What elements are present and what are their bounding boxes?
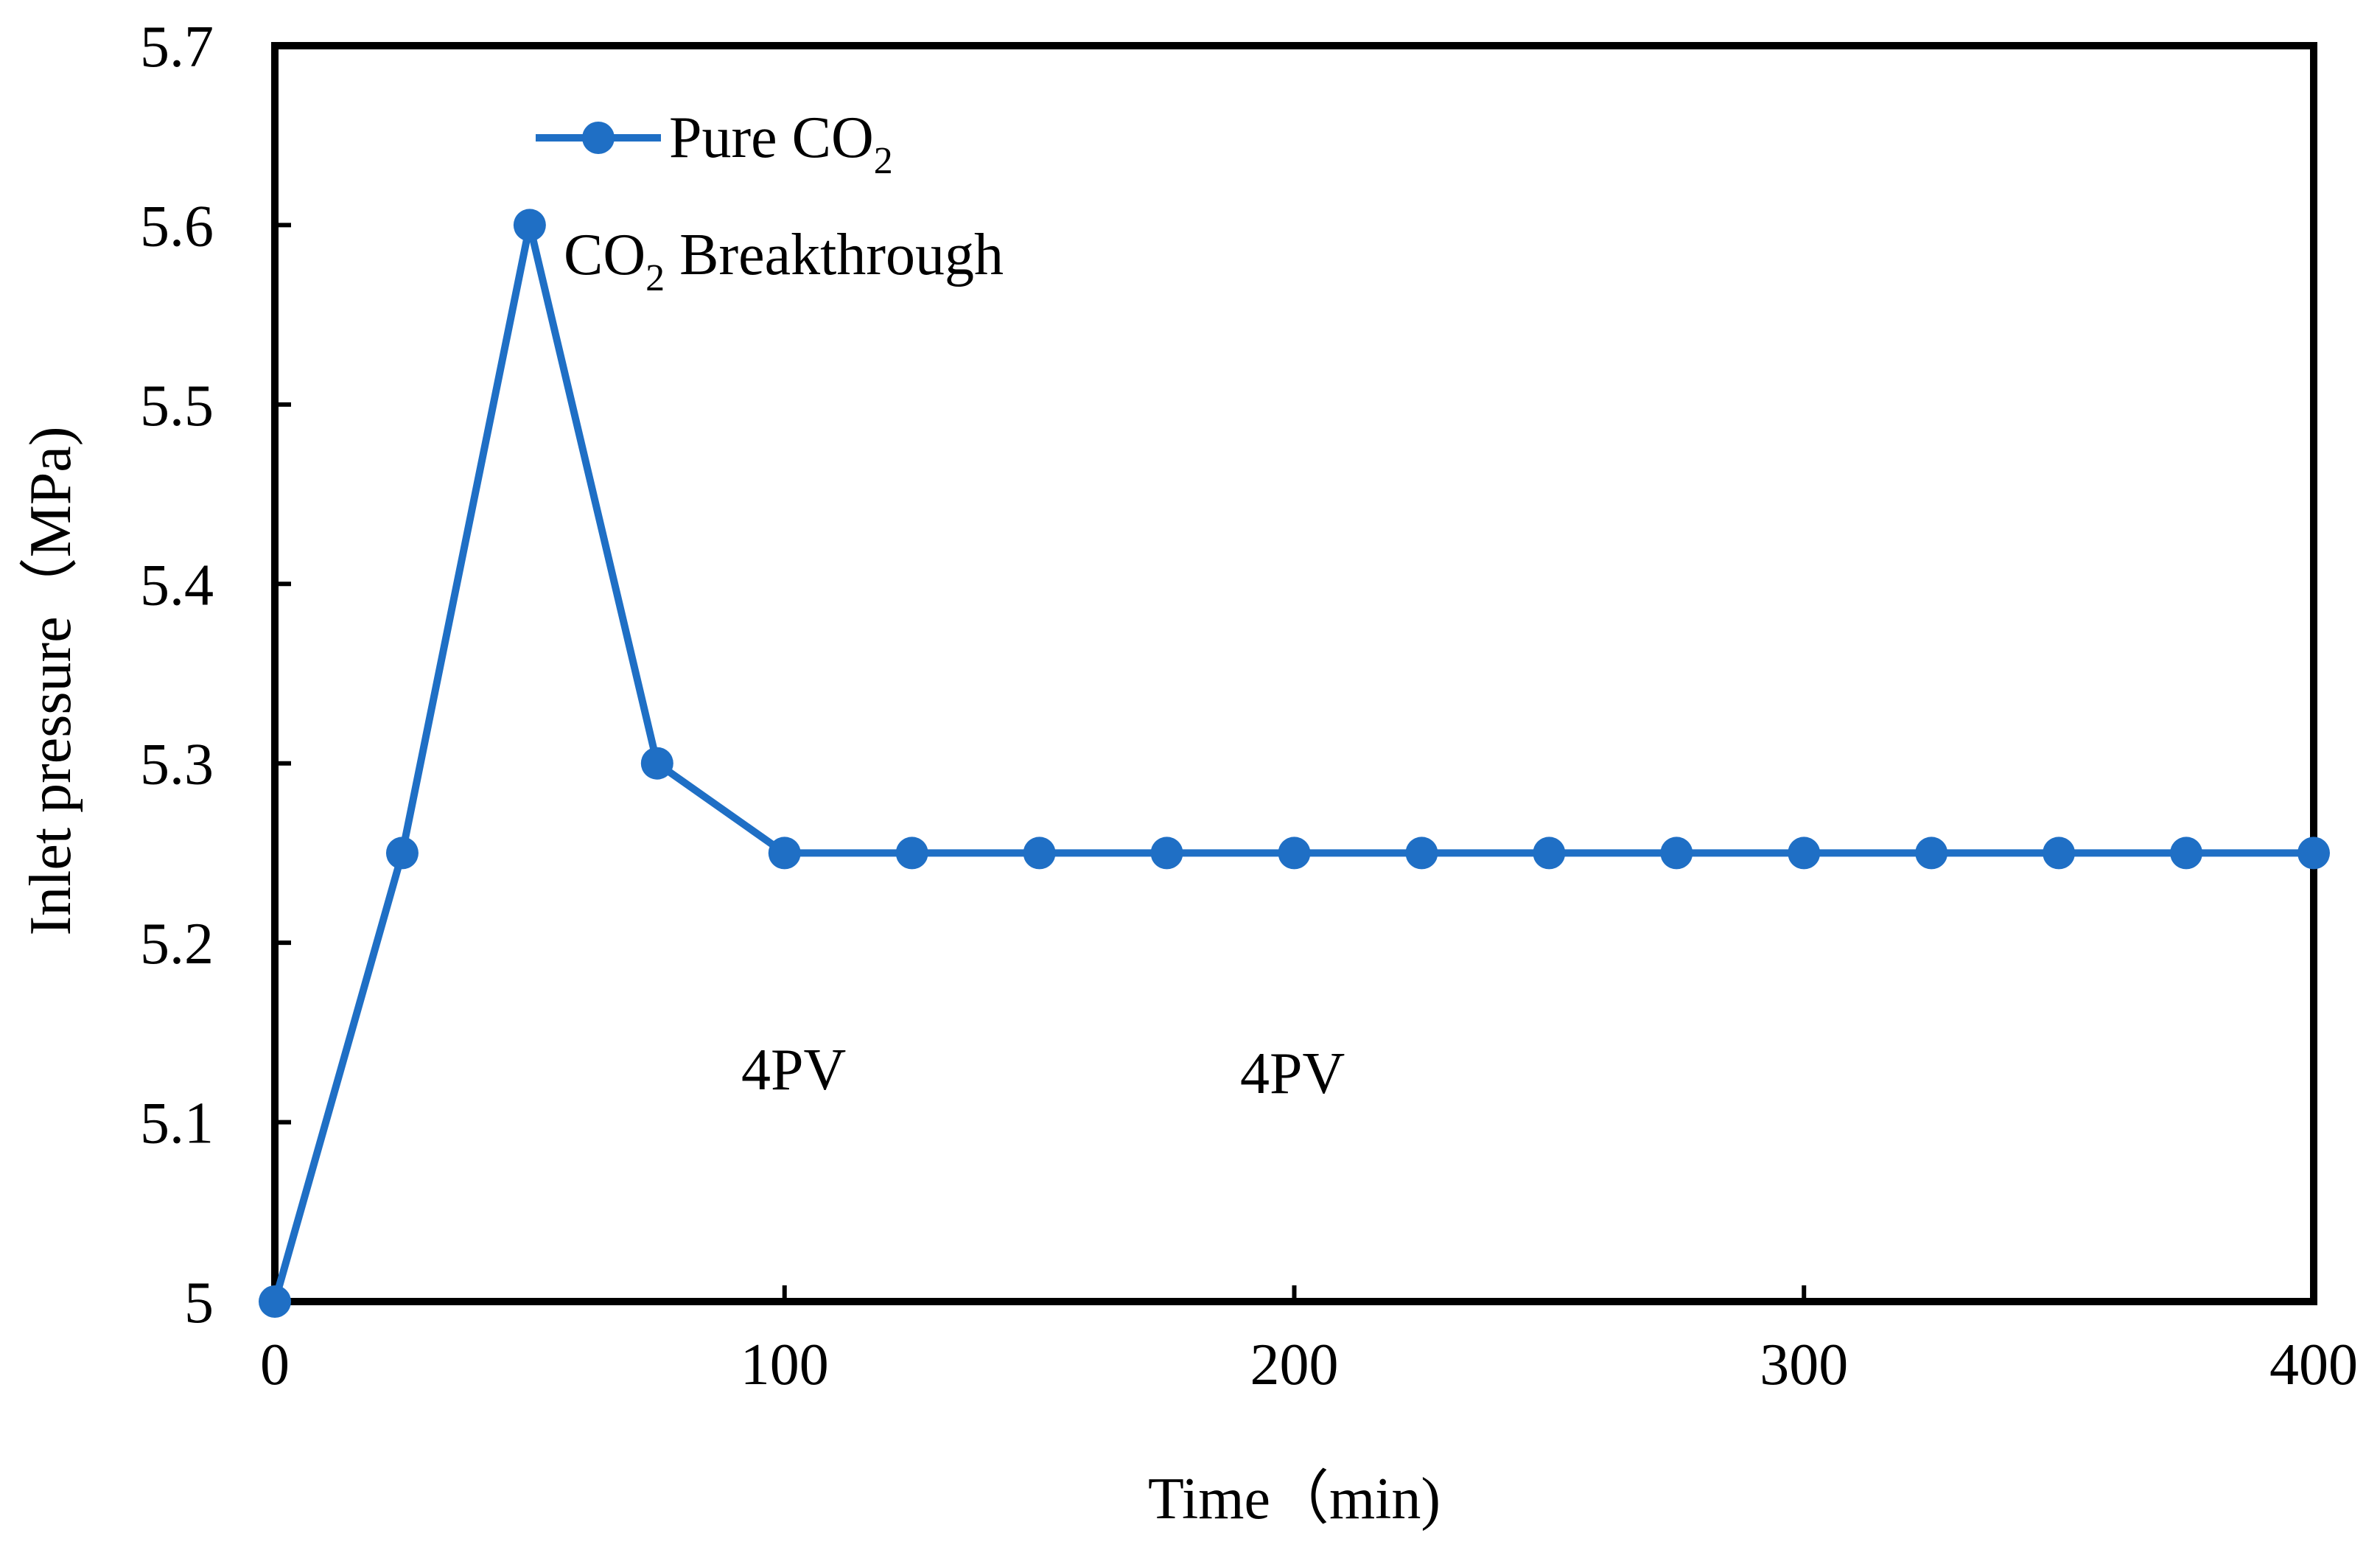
data-point: [1405, 837, 1438, 870]
legend-point-marker: [582, 122, 615, 154]
annotation-co2-breakthrough: CO2 Breakthrough: [564, 223, 1004, 299]
y-tick-label: 5.7: [140, 15, 214, 80]
legend-label-subscript: 2: [874, 140, 893, 182]
data-point: [1533, 837, 1566, 870]
x-tick-label: 100: [741, 1333, 829, 1397]
data-point: [2043, 837, 2076, 870]
y-axis-label: Inlet pressure（MPa): [18, 427, 83, 936]
data-point: [1788, 837, 1821, 870]
data-point: [259, 1285, 291, 1318]
y-tick-label: 5: [184, 1271, 214, 1335]
x-tick-label: 0: [260, 1333, 290, 1397]
legend-label: Pure CO2: [669, 105, 893, 182]
data-point: [385, 837, 419, 870]
annotation-breakthrough-main: CO: [564, 223, 645, 287]
data-point: [1023, 837, 1056, 870]
data-point: [1278, 837, 1311, 870]
data-point: [1660, 837, 1693, 870]
series-line: [271, 221, 2314, 1303]
annotation-4pv-first: 4PV: [741, 1038, 846, 1103]
y-tick-label: 5.3: [140, 733, 214, 797]
y-tick-label: 5.4: [140, 553, 214, 618]
y-tick-label: 5.1: [140, 1092, 214, 1156]
series-pure-co2: [259, 209, 2330, 1318]
x-axis-label: Time（min): [1148, 1467, 1441, 1532]
legend: Pure CO2: [536, 105, 893, 182]
annotation-breakthrough-rest: Breakthrough: [665, 223, 1004, 287]
x-tick-label: 200: [1250, 1333, 1339, 1397]
data-point: [513, 209, 546, 242]
data-point: [1915, 837, 1948, 870]
x-tick-label: 400: [2269, 1333, 2358, 1397]
y-tick-label: 5.6: [140, 194, 214, 259]
annotation-breakthrough-subscript: 2: [645, 257, 665, 299]
x-axis: 0 100 200 300 400: [260, 1285, 2358, 1397]
data-point: [2170, 837, 2203, 870]
data-point: [895, 837, 928, 870]
data-point: [2297, 837, 2330, 870]
y-tick-label: 5.2: [140, 912, 214, 977]
legend-label-main: Pure CO: [669, 105, 874, 170]
y-axis: 5 5.1 5.2 5.3 5.4 5.5 5.6 5.7: [140, 15, 291, 1335]
data-point: [1150, 837, 1183, 870]
annotation-4pv-second: 4PV: [1240, 1041, 1345, 1106]
data-point: [768, 837, 801, 870]
y-tick-label: 5.5: [140, 374, 214, 439]
data-point: [640, 747, 673, 780]
x-tick-label: 300: [1760, 1333, 1848, 1397]
